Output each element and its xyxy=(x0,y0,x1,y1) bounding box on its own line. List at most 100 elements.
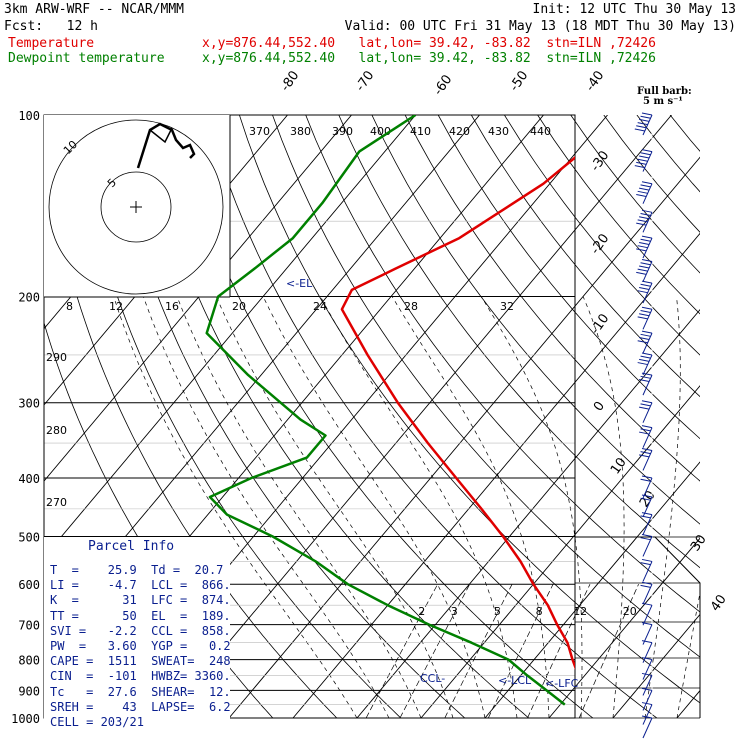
isotherm-label-0: 0 xyxy=(591,399,608,414)
isotherm-0 xyxy=(420,385,700,718)
barb-legend-unit: 5 m s⁻¹ xyxy=(643,96,683,107)
pressure-label-200: 200 xyxy=(18,291,40,305)
wind-barb-190 xyxy=(637,280,653,304)
kts-label-28: 28 xyxy=(404,300,418,313)
wind-barb-750 xyxy=(641,640,653,663)
hodograph: 510 xyxy=(44,115,231,298)
dewpoint-legend-info: x,y=876.44,552.40 lat,lon= 39.42, -83.82… xyxy=(202,51,656,66)
pressure-label-900: 900 xyxy=(18,684,40,698)
isotherm-label--40: -40 xyxy=(583,68,607,94)
wind-barb-300 xyxy=(639,400,653,423)
parcel-info-row: T = 25.9 Td = 20.7 xyxy=(50,563,224,577)
moist-adiabat--5 xyxy=(142,296,390,718)
mixing-ratio-label-3: 3 xyxy=(451,605,458,618)
theta-label-280: 280 xyxy=(46,424,67,437)
moist-adiabat-35 xyxy=(644,296,681,718)
mixing-ratio-20 xyxy=(578,584,639,718)
isotherm-label-40: 40 xyxy=(708,592,730,614)
isotherm-10 xyxy=(484,461,700,718)
moist-adiabat-10 xyxy=(262,296,486,718)
wind-barb-270 xyxy=(639,372,653,396)
dry-adiabat-390 xyxy=(470,115,700,398)
mixing-ratio-label-2: 2 xyxy=(418,605,425,618)
theta-label-380: 380 xyxy=(290,125,311,138)
isotherm-40 xyxy=(676,689,700,718)
isotherm-label--20: -20 xyxy=(588,231,612,257)
wind-barb-600 xyxy=(640,581,653,605)
dry-adiabat-350 xyxy=(338,115,700,569)
plot-frame xyxy=(43,114,576,719)
isotherm-label-30: 30 xyxy=(688,532,710,554)
hodograph-ring-1 xyxy=(48,119,224,295)
barb-legend-title: Full barb: xyxy=(637,86,692,97)
dry-adiabat-380 xyxy=(437,115,700,440)
theta-label-390: 390 xyxy=(332,125,353,138)
parcel-info-row: CELL = 203/21 xyxy=(50,715,144,729)
frame-extension xyxy=(575,536,701,718)
parcel-info-title: Parcel Info xyxy=(88,539,175,554)
wind-barb-1000 xyxy=(641,715,653,739)
wind-barb-175 xyxy=(636,259,653,282)
wind-barb-460 xyxy=(640,512,653,535)
parcel-info-panel: Parcel Info T = 25.9 Td = 20.7 LI = -4.7 … xyxy=(44,537,231,729)
pressure-label-300: 300 xyxy=(18,397,40,411)
parcel-info-row: SVI = -2.2 CCL = 858. xyxy=(50,623,231,638)
theta-label-270: 270 xyxy=(46,496,67,509)
dry-adiabat-320 xyxy=(239,115,700,704)
wind-barbs xyxy=(634,112,653,739)
dewpoint-line xyxy=(205,115,566,706)
parcel-info-row: SREH = 43 LAPSE= 6.2 xyxy=(50,699,231,714)
wind-barb-330 xyxy=(639,425,653,448)
theta-label-430: 430 xyxy=(488,125,509,138)
pressure-label-400: 400 xyxy=(18,472,40,486)
isotherm-20 xyxy=(548,537,700,718)
wind-barb-850 xyxy=(641,672,653,696)
mixing-ratio-label-12: 12 xyxy=(573,605,587,618)
kts-label-16: 16 xyxy=(165,300,179,313)
parcel-info-row: LI = -4.7 LCL = 866. xyxy=(50,578,231,593)
wind-barb-550 xyxy=(640,558,653,582)
level-lcl: <-LCL xyxy=(498,674,532,687)
model-title: 3km ARW-WRF -- NCAR/MMM xyxy=(4,2,185,17)
parcel-info-row: CIN = -101 HWBZ= 3360. xyxy=(50,669,231,684)
hodograph-trace xyxy=(136,122,196,169)
wind-barb-950 xyxy=(641,702,653,725)
mixing-ratio-label-5: 5 xyxy=(494,605,501,618)
pressure-label-100: 100 xyxy=(18,109,40,123)
dry-adiabat-430 xyxy=(603,115,700,233)
parcel-info-row: PW = 3.60 YGP = 0.2 xyxy=(50,639,231,653)
moist-adiabat-30 xyxy=(582,296,625,718)
mixing-ratio-label-20: 20 xyxy=(623,605,637,618)
isotherm--30 xyxy=(228,156,700,718)
skewt-grid xyxy=(43,114,701,719)
pressure-label-800: 800 xyxy=(18,654,40,668)
theta-label-370: 370 xyxy=(249,125,270,138)
isotherm-label--70: -70 xyxy=(353,68,377,94)
wind-barb-900 xyxy=(641,687,653,711)
parcel-info-row: CAPE = 1511 SWEAT= 248 xyxy=(50,654,231,669)
kts-label-12: 12 xyxy=(109,300,123,313)
hodograph-trace-b xyxy=(149,127,173,144)
pressure-label-700: 700 xyxy=(18,619,40,633)
isotherm--80 xyxy=(44,115,416,558)
isotherm--40 xyxy=(164,115,672,718)
theta-label-290: 290 xyxy=(46,351,67,364)
mixing-ratio-label-8: 8 xyxy=(536,605,543,618)
isotherm-label--80: -80 xyxy=(278,68,302,94)
dry-adiabat-340 xyxy=(305,115,700,613)
dry-adiabat-360 xyxy=(371,115,700,525)
dry-adiabat-400 xyxy=(504,115,700,356)
wind-barb-650 xyxy=(641,602,653,626)
theta-label-440: 440 xyxy=(530,125,551,138)
hodograph-ring-0 xyxy=(100,171,172,243)
wind-barb-130 xyxy=(636,181,653,204)
moist-adiabat-25 xyxy=(481,296,583,718)
theta-label-410: 410 xyxy=(410,125,431,138)
parcel-info-row: Tc = 27.6 SHEAR= 12. xyxy=(50,684,231,699)
isotherm--90 xyxy=(44,115,352,482)
mixing-ratio-2 xyxy=(365,584,439,718)
wind-barb-230 xyxy=(637,330,653,354)
isotherm-30 xyxy=(612,613,700,718)
temperature-legend-label: Temperature xyxy=(8,36,95,51)
